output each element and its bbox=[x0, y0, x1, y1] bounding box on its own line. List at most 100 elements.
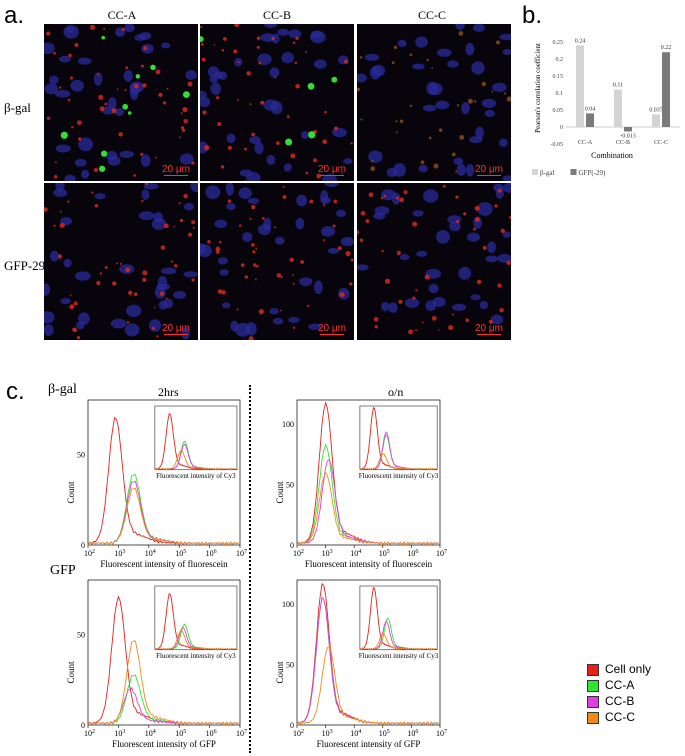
inset-x-axis-label: Fluorescent intensity of Cy3 bbox=[359, 472, 439, 480]
series-cc-c bbox=[296, 471, 441, 546]
y-axis-label: Pearson's correlation coefficient bbox=[534, 43, 542, 133]
micrograph-gfp-29-cc-b: 20 μm bbox=[200, 183, 354, 340]
inset-histogram: Fluorescent intensity of Cy3 bbox=[154, 405, 238, 480]
label-b-gal: β-gal bbox=[48, 382, 77, 397]
inset-x-axis-label: Fluorescent intensity of Cy3 bbox=[359, 652, 439, 660]
legend-label: GFP(-29) bbox=[579, 169, 607, 177]
dotted-divider bbox=[249, 385, 251, 753]
x-tick-label: 106 bbox=[206, 729, 217, 738]
category-label: CC-B bbox=[616, 140, 630, 146]
row-label-gfp-29: GFP-29 bbox=[4, 258, 46, 273]
bar--gal-cc-b bbox=[614, 89, 622, 127]
bar--gal-cc-c bbox=[652, 114, 660, 127]
y-tick-label: 50 bbox=[77, 630, 85, 639]
y-tick-label: 100 bbox=[282, 420, 294, 429]
scale-bar bbox=[164, 334, 188, 335]
x-tick-label: 102 bbox=[84, 729, 95, 738]
histogram-1: 102 103 104 105 106 107 0 50 Count Fluorescent in… bbox=[66, 399, 247, 569]
x-tick-label: 103 bbox=[114, 549, 125, 558]
panel-a-letter: a. bbox=[4, 2, 25, 29]
data-label: 0.22 bbox=[661, 45, 672, 51]
micrograph-b-gal-cc-a: 20 μm bbox=[44, 24, 198, 181]
bar-gfp-29--cc-a bbox=[586, 113, 594, 127]
histogram-frame bbox=[296, 399, 441, 546]
y-axis-label: Count bbox=[66, 481, 76, 504]
y-tick-label: 0.1 bbox=[556, 91, 564, 97]
y-tick-label: 50 bbox=[286, 481, 294, 490]
series-cc-b bbox=[87, 687, 241, 726]
inset-x-axis-label: Fluorescent intensity of Cy3 bbox=[156, 472, 236, 480]
label-gfp: GFP bbox=[50, 563, 76, 578]
x-tick-label: 105 bbox=[175, 729, 186, 738]
scale-bar-label: 20 μm bbox=[162, 323, 190, 334]
legend-label: CC-A bbox=[605, 678, 635, 692]
bar--gal-cc-a bbox=[576, 45, 584, 127]
x-tick-label: 104 bbox=[350, 549, 361, 558]
inset-series-cc-c bbox=[359, 452, 438, 471]
x-tick-label: 106 bbox=[407, 549, 418, 558]
x-tick-label: 107 bbox=[236, 729, 247, 738]
inset-histogram: Fluorescent intensity of Cy3 bbox=[359, 585, 439, 660]
panel-c-letter: c. bbox=[6, 378, 25, 405]
y-axis-label: Count bbox=[66, 661, 76, 684]
x-tick-label: 103 bbox=[114, 729, 125, 738]
scale-bar-label: 20 μm bbox=[162, 164, 190, 175]
histogram-3: 102 103 104 105 106 107 0 50 Count Fluorescent in… bbox=[66, 579, 247, 749]
micrograph-gfp-29-cc-a: 20 μm bbox=[44, 183, 198, 340]
series-cc-a bbox=[87, 474, 241, 546]
scale-bar bbox=[164, 175, 188, 176]
x-tick-label: 102 bbox=[84, 549, 95, 558]
data-label: -0.013 bbox=[620, 133, 636, 139]
inset-series-cc-c bbox=[359, 632, 438, 651]
data-label: 0.037 bbox=[649, 107, 663, 113]
series-cc-a bbox=[87, 674, 241, 726]
legend-swatch bbox=[532, 169, 538, 175]
histogram-frame bbox=[87, 399, 241, 546]
scale-bar-label: 20 μm bbox=[318, 164, 346, 175]
scale-bar-label: 20 μm bbox=[475, 323, 503, 334]
chart-legend: β-gal GFP(-29) bbox=[532, 169, 606, 177]
y-tick-label: 0 bbox=[290, 721, 294, 730]
legend-label: CC-B bbox=[605, 694, 635, 708]
x-tick-label: 106 bbox=[407, 729, 418, 738]
panel-b-letter: b. bbox=[522, 2, 543, 29]
micrograph-gfp-29-cc-c: 20 μm bbox=[357, 183, 511, 340]
x-axis-label: Fluorescent intensity of GFP bbox=[317, 739, 421, 749]
series-cc-b bbox=[87, 480, 241, 546]
y-tick-label: 0.25 bbox=[553, 40, 564, 46]
bar-gfp-29--cc-b bbox=[624, 127, 632, 132]
row-label-b-gal: β-gal bbox=[4, 100, 31, 115]
micrograph-b-gal-cc-b: 20 μm bbox=[200, 24, 354, 181]
y-tick-label: 50 bbox=[77, 450, 85, 459]
y-tick-label: 0.05 bbox=[553, 108, 564, 114]
histogram-frame bbox=[87, 579, 241, 726]
column-label-cc-c: CC-C bbox=[417, 8, 446, 22]
x-tick-label: 102 bbox=[293, 729, 304, 738]
y-tick-label: 0 bbox=[290, 541, 294, 550]
data-label: 0.04 bbox=[585, 106, 596, 112]
y-tick-label: -0.05 bbox=[551, 142, 564, 148]
x-axis-label: Fluorescent intensity of GFP bbox=[112, 739, 216, 749]
legend-label: CC-C bbox=[605, 710, 635, 724]
histogram-4: 102 103 104 105 106 107 0 50 100 Count Fluorescent… bbox=[275, 579, 447, 749]
time-label-2hrs: 2hrs bbox=[158, 385, 179, 399]
inset-series-cc-c bbox=[154, 629, 238, 651]
x-tick-label: 103 bbox=[322, 549, 333, 558]
x-tick-label: 104 bbox=[350, 729, 361, 738]
y-axis-label: Count bbox=[275, 661, 285, 684]
data-label: 0.24 bbox=[575, 38, 586, 44]
category-label: CC-A bbox=[578, 140, 593, 146]
legend-swatch bbox=[587, 712, 599, 724]
legend-label: β-gal bbox=[540, 169, 554, 177]
y-tick-label: 0.2 bbox=[556, 57, 564, 63]
x-tick-label: 105 bbox=[175, 549, 186, 558]
series-cc-c bbox=[87, 640, 241, 726]
data-label: 0.11 bbox=[613, 83, 623, 89]
x-axis-label: Combination bbox=[591, 151, 633, 160]
y-tick-label: 0 bbox=[81, 721, 85, 730]
x-tick-label: 107 bbox=[236, 549, 247, 558]
legend-swatch bbox=[587, 696, 599, 708]
x-tick-label: 104 bbox=[145, 549, 156, 558]
histogram-frame bbox=[296, 579, 441, 726]
x-tick-label: 103 bbox=[322, 729, 333, 738]
